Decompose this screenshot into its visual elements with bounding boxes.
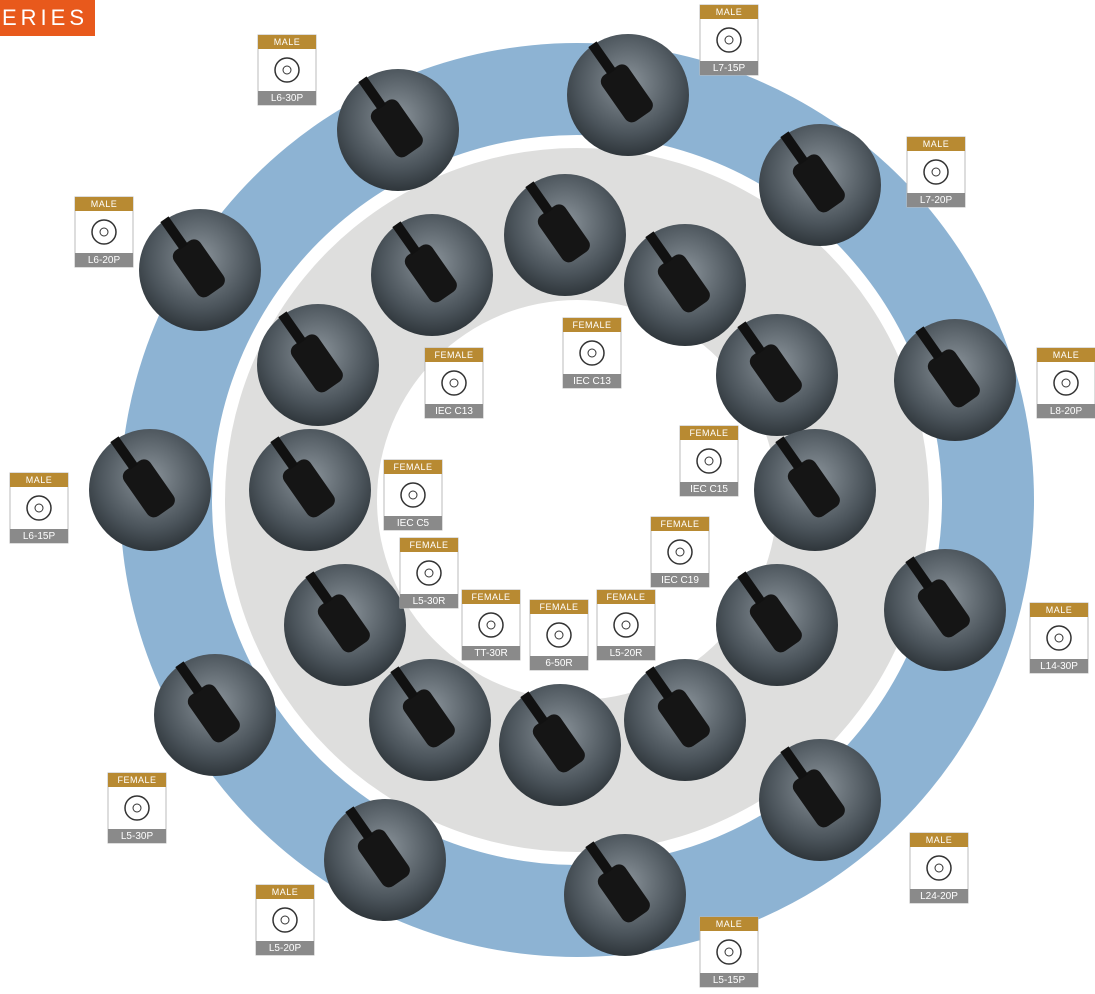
gender-label: MALE — [716, 919, 743, 929]
socket-icon — [442, 371, 466, 395]
gender-label: MALE — [1046, 605, 1073, 615]
gender-label: MALE — [716, 7, 743, 17]
spec-tag: FEMALE TT-30R — [462, 590, 520, 660]
socket-icon — [1054, 371, 1078, 395]
socket-icon — [697, 449, 721, 473]
gender-label: FEMALE — [572, 320, 611, 330]
model-label: L5-30P — [121, 831, 154, 842]
model-label: L6-20P — [88, 255, 121, 266]
model-label: L5-20R — [610, 648, 643, 659]
spec-tag: FEMALE 6-50R — [530, 600, 588, 670]
model-label: L6-15P — [23, 531, 56, 542]
socket-icon — [1047, 626, 1071, 650]
socket-icon — [614, 613, 638, 637]
catalog: ERIES MALEL7-15PMALEL6-30PMALEL7-20PMALE… — [0, 0, 1095, 994]
model-label: IEC C13 — [573, 376, 611, 387]
gender-label: FEMALE — [393, 462, 432, 472]
gender-label: FEMALE — [539, 602, 578, 612]
gender-label: MALE — [26, 475, 53, 485]
spec-tag: MALE L7-20P — [907, 137, 965, 207]
gender-label: MALE — [274, 37, 301, 47]
spec-tag: FEMALE IEC C15 — [680, 426, 738, 496]
gender-label: MALE — [923, 139, 950, 149]
gender-label: MALE — [272, 887, 299, 897]
spec-tag: MALE L5-20P — [256, 885, 314, 955]
header-title: ERIES — [2, 5, 88, 30]
gender-label: FEMALE — [434, 350, 473, 360]
model-label: 6-50R — [545, 658, 572, 669]
socket-icon — [27, 496, 51, 520]
gender-label: MALE — [926, 835, 953, 845]
socket-icon — [92, 220, 116, 244]
spec-tag: FEMALE IEC C13 — [563, 318, 621, 388]
model-label: IEC C13 — [435, 406, 473, 417]
spec-tag: FEMALE L5-30R — [400, 538, 458, 608]
spec-tag: MALE L5-15P — [700, 917, 758, 987]
spec-tag: FEMALE IEC C13 — [425, 348, 483, 418]
gender-label: MALE — [1053, 350, 1080, 360]
spec-tag: MALE L8-20P — [1037, 348, 1095, 418]
socket-icon — [547, 623, 571, 647]
spec-tag: MALE L6-15P — [10, 473, 68, 543]
spec-tag: MALE L6-30P — [258, 35, 316, 105]
spec-tag: FEMALE IEC C5 — [384, 460, 442, 530]
model-label: L6-30P — [271, 93, 304, 104]
model-label: IEC C5 — [397, 518, 430, 529]
socket-icon — [275, 58, 299, 82]
spec-tag: MALE L7-15P — [700, 5, 758, 75]
socket-icon — [580, 341, 604, 365]
model-label: L7-15P — [713, 63, 746, 74]
spec-tag: FEMALE L5-20R — [597, 590, 655, 660]
model-label: L5-30R — [413, 596, 446, 607]
model-label: L14-30P — [1040, 661, 1078, 672]
socket-icon — [717, 940, 741, 964]
model-label: L5-15P — [713, 975, 746, 986]
model-label: TT-30R — [474, 648, 507, 659]
model-label: IEC C19 — [661, 575, 699, 586]
spec-tag: MALE L24-20P — [910, 833, 968, 903]
model-label: L24-20P — [920, 891, 958, 902]
gender-label: FEMALE — [660, 519, 699, 529]
spec-tag: FEMALE L5-30P — [108, 773, 166, 843]
socket-icon — [125, 796, 149, 820]
gender-label: FEMALE — [689, 428, 728, 438]
model-label: L8-20P — [1050, 406, 1083, 417]
gender-label: MALE — [91, 199, 118, 209]
spec-tag: MALE L6-20P — [75, 197, 133, 267]
socket-icon — [273, 908, 297, 932]
model-label: L5-20P — [269, 943, 302, 954]
spec-tag: FEMALE IEC C19 — [651, 517, 709, 587]
model-label: L7-20P — [920, 195, 953, 206]
socket-icon — [479, 613, 503, 637]
gender-label: FEMALE — [471, 592, 510, 602]
gender-label: FEMALE — [606, 592, 645, 602]
gender-label: FEMALE — [117, 775, 156, 785]
socket-icon — [417, 561, 441, 585]
socket-icon — [927, 856, 951, 880]
model-label: IEC C15 — [690, 484, 728, 495]
socket-icon — [668, 540, 692, 564]
spec-tag: MALE L14-30P — [1030, 603, 1088, 673]
socket-icon — [401, 483, 425, 507]
gender-label: FEMALE — [409, 540, 448, 550]
socket-icon — [717, 28, 741, 52]
socket-icon — [924, 160, 948, 184]
